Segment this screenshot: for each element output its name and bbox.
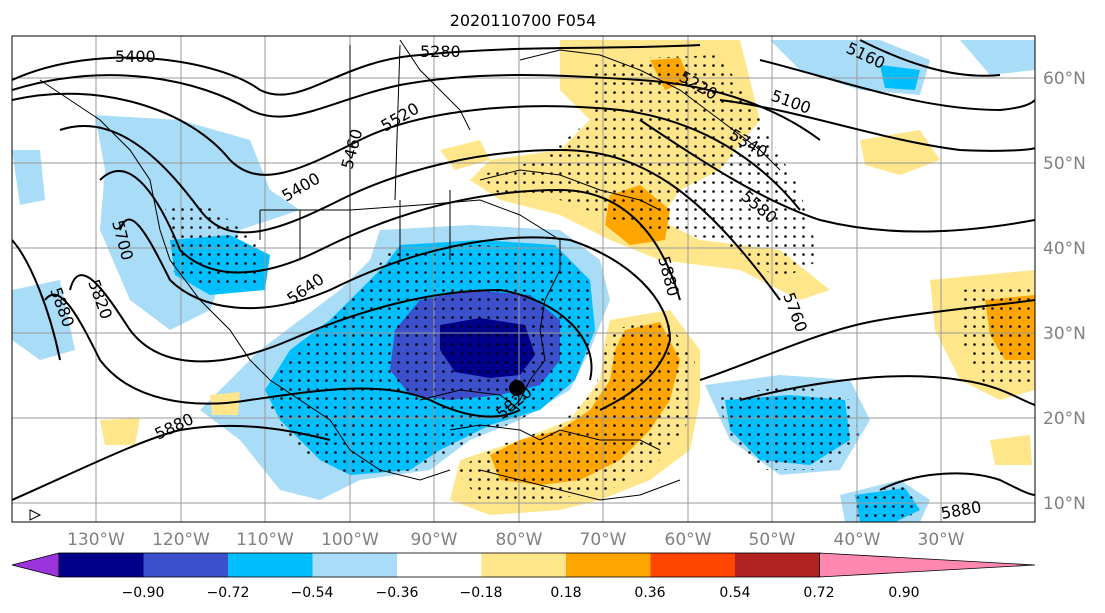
longitude-labels: 130°W 120°W 110°W 100°W 90°W 80°W 70°W 6… — [67, 530, 965, 550]
colorbar — [11, 552, 1036, 578]
latitude-labels: 60°N 50°N 40°N 30°N 20°N 10°N — [1043, 69, 1086, 514]
lat-label: 30°N — [1043, 324, 1086, 344]
lon-label: 130°W — [67, 530, 125, 550]
colorbar-swatch — [650, 553, 736, 577]
colorbar-swatch — [312, 553, 398, 577]
map-panel: 5400 5280 5160 5520 5220 5100 5460 5340 … — [12, 36, 1035, 522]
colorbar-swatch — [735, 553, 820, 577]
colorbar-swatch — [143, 553, 229, 577]
colorbar-outline — [58, 552, 820, 578]
lat-label: 20°N — [1043, 409, 1086, 429]
lon-label: 30°W — [918, 530, 965, 550]
map-title: 2020110700 F054 — [450, 11, 597, 30]
graticule — [12, 36, 1035, 522]
lat-label: 10°N — [1043, 494, 1086, 514]
storm-position-marker — [509, 380, 525, 396]
colorbar-tick: 0.90 — [888, 585, 919, 601]
colorbar-swatch — [566, 553, 651, 577]
lat-label: 50°N — [1043, 154, 1086, 174]
lon-label: 40°W — [834, 530, 881, 550]
colorbar-ticks: −0.90 −0.72 −0.54 −0.36 −0.18 0.18 0.36 … — [122, 585, 920, 601]
lon-label: 100°W — [321, 530, 379, 550]
coastlines — [29, 39, 781, 521]
lat-label: 40°N — [1043, 239, 1086, 259]
lon-label: 70°W — [580, 530, 627, 550]
colorbar-extend-low — [11, 552, 60, 578]
map-frame — [11, 35, 1036, 523]
colorbar-tick: −0.90 — [122, 585, 165, 601]
lon-label: 80°W — [496, 530, 543, 550]
contour-label: 5280 — [420, 42, 461, 61]
lat-label: 60°N — [1043, 69, 1086, 89]
colorbar-tick: −0.36 — [376, 585, 419, 601]
colorbar-swatch — [397, 553, 482, 577]
colorbar-tick: −0.72 — [207, 585, 250, 601]
colorbar-swatch — [228, 553, 313, 577]
colorbar-tick: −0.54 — [291, 585, 334, 601]
colorbar-tick: −0.18 — [460, 585, 503, 601]
lon-label: 120°W — [152, 530, 210, 550]
colorbar-tick: 0.18 — [550, 585, 581, 601]
contour-label: 5400 — [115, 47, 156, 66]
colorbar-tick: 0.36 — [634, 585, 665, 601]
colorbar-tick: 0.72 — [803, 585, 834, 601]
colorbar-swatch — [481, 553, 567, 577]
lon-label: 110°W — [236, 530, 294, 550]
lon-label: 50°W — [749, 530, 796, 550]
height-contours — [12, 39, 1035, 501]
lon-label: 60°W — [665, 530, 712, 550]
colorbar-swatch — [59, 553, 144, 577]
colorbar-extend-high — [819, 552, 1036, 578]
colorbar-tick: 0.54 — [719, 585, 750, 601]
lon-label: 90°W — [411, 530, 458, 550]
